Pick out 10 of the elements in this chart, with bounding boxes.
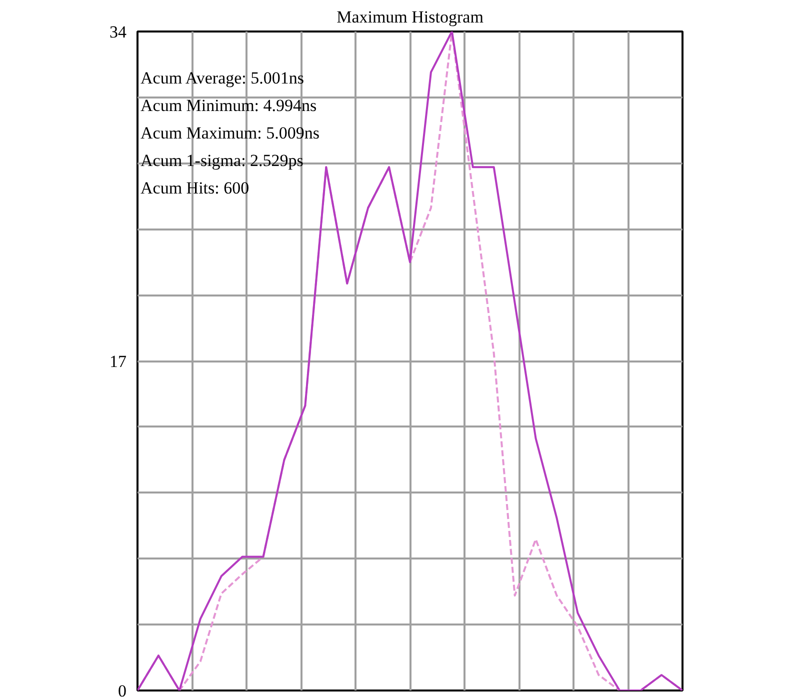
- annotation: Acum Average: 5.001ns: [140, 68, 304, 88]
- y-tick-label: 34: [110, 22, 127, 42]
- y-tick-label: 17: [110, 352, 127, 371]
- annotation: Acum 1-sigma: 2.529ps: [140, 151, 304, 170]
- chart-title: Maximum Histogram: [336, 8, 484, 26]
- line-series: [138, 32, 682, 690]
- annotation: Acum Hits: 600: [140, 178, 250, 198]
- y-tick-label: 0: [118, 682, 126, 698]
- annotation: Acum Minimum: 4.994ns: [140, 96, 317, 115]
- annotation: Acum Maximum: 5.009ns: [140, 124, 320, 142]
